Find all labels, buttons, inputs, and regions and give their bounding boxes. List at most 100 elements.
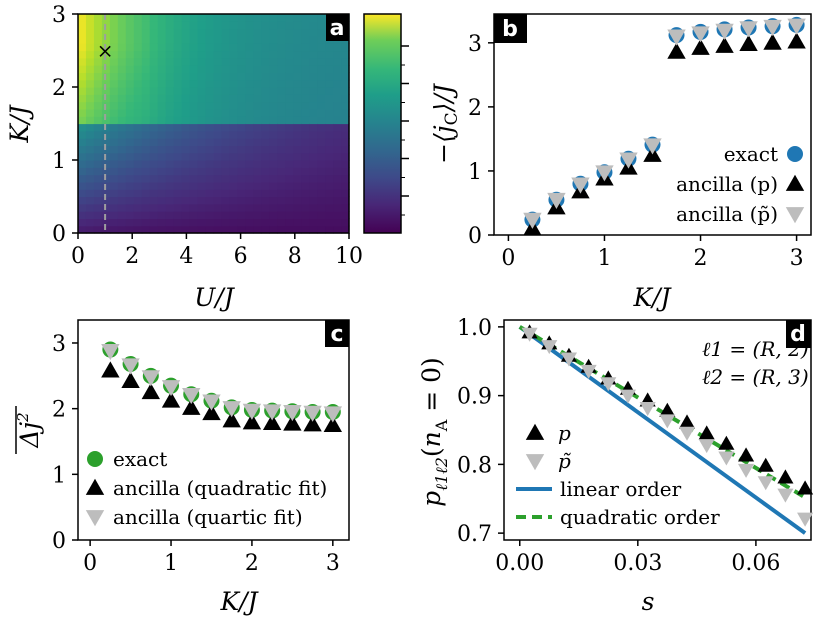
heatmap-cell [245,21,254,30]
heatmap-cell [213,181,223,190]
x-tick-label: 0 [71,244,85,269]
heatmap-cell [261,160,270,168]
heatmap-cell [173,94,183,103]
heatmap-cell [117,108,127,117]
heatmap-cell [117,79,127,88]
heatmap-cell [133,174,143,183]
heatmap-cell [253,94,262,103]
legend-marker [785,207,805,224]
heatmap-cell [277,116,286,125]
heatmap-cell [213,196,223,205]
heatmap-cell [133,21,143,30]
heatmap-cell [117,218,127,227]
panel-c-legend: exact ancilla (quadratic fit) ancilla (qua… [85,447,327,529]
heatmap-cell [229,21,239,30]
heatmap-cell [293,57,302,66]
heatmap-cell [173,167,183,176]
heatmap-cell [261,21,270,30]
heatmap-cell [237,50,246,59]
heatmap-cell [149,167,159,176]
panel-b-legend: exact ancilla (p) ancilla (p̃) [676,142,805,226]
data-point [757,476,774,491]
heatmap-cell [157,138,167,146]
heatmap-cell [141,174,151,183]
heatmap-cell [269,14,278,22]
x-tick-label: 2 [245,551,259,576]
heatmap-cell [277,145,286,154]
heatmap-cell [189,225,199,234]
heatmap-cell [293,218,302,227]
heatmap-cell [109,43,119,52]
data-point [777,488,794,503]
heatmap-cell [181,50,191,59]
heatmap-cell [245,174,254,183]
heatmap-cell [197,211,207,219]
heatmap-cell [285,35,294,44]
heatmap-cell [181,218,191,227]
heatmap-cell [261,116,270,125]
heatmap-cell [157,123,167,132]
x-tick-label: 4 [179,244,193,269]
heatmap-cell [141,21,151,30]
heatmap-cell [301,218,310,227]
heatmap-cell [181,87,191,95]
heatmap-cell [325,94,334,103]
heatmap-cell [189,108,199,117]
heatmap-cell [101,145,111,154]
heatmap-cell [237,160,246,168]
heatmap-cell [109,189,119,198]
heatmap-cell [101,101,111,110]
heatmap-cell [253,174,262,183]
heatmap-cell [205,87,215,95]
heatmap-cell [213,57,223,66]
heatmap-cell [253,79,262,88]
heatmap-cell [189,72,199,81]
heatmap-cell [317,167,326,176]
heatmap-cell [285,50,294,59]
heatmap-cell [221,138,231,146]
heatmap-cell [229,138,239,146]
data-point [242,403,262,420]
heatmap-cell [253,138,262,146]
panel-d-marks [521,324,814,527]
data-point [777,469,794,484]
heatmap-cell [261,189,270,198]
heatmap-cell [269,87,278,95]
heatmap-cell [333,94,342,103]
heatmap-cell [261,196,270,205]
x-tick-label: 0.00 [495,551,544,576]
heatmap-cell [189,101,199,110]
data-point [303,415,322,432]
panel-b-xlabel: K/J [632,283,672,312]
heatmap-cell [101,123,111,132]
legend-label: exact [724,142,778,166]
heatmap-cell [261,94,270,103]
heatmap-cell [301,211,310,219]
heatmap-cell [133,123,143,132]
heatmap-cell [341,43,350,52]
data-point [619,389,637,404]
heatmap-cell [165,218,175,227]
heatmap-cell [181,21,191,30]
heatmap-cell [269,211,278,219]
heatmap-cell [309,43,318,52]
heatmap-cell [229,225,239,234]
heatmap-cell [93,108,103,117]
heatmap-cell [125,28,135,37]
heatmap-cell [285,79,294,88]
heatmap-cell [317,79,326,88]
heatmap-cell [205,28,215,37]
heatmap-cell [213,145,223,154]
heatmap-cell [109,196,119,205]
heatmap-cell [317,160,326,168]
heatmap-cell [325,108,334,117]
heatmap-cell [317,145,326,154]
heatmap-cell [293,174,302,183]
data-point [639,401,656,417]
heatmap-cell [221,203,231,212]
heatmap-cell [293,65,302,73]
heatmap-cell [245,167,254,176]
heatmap-cell [157,79,167,88]
heatmap-cell [101,94,111,103]
heatmap-cell [205,203,215,212]
